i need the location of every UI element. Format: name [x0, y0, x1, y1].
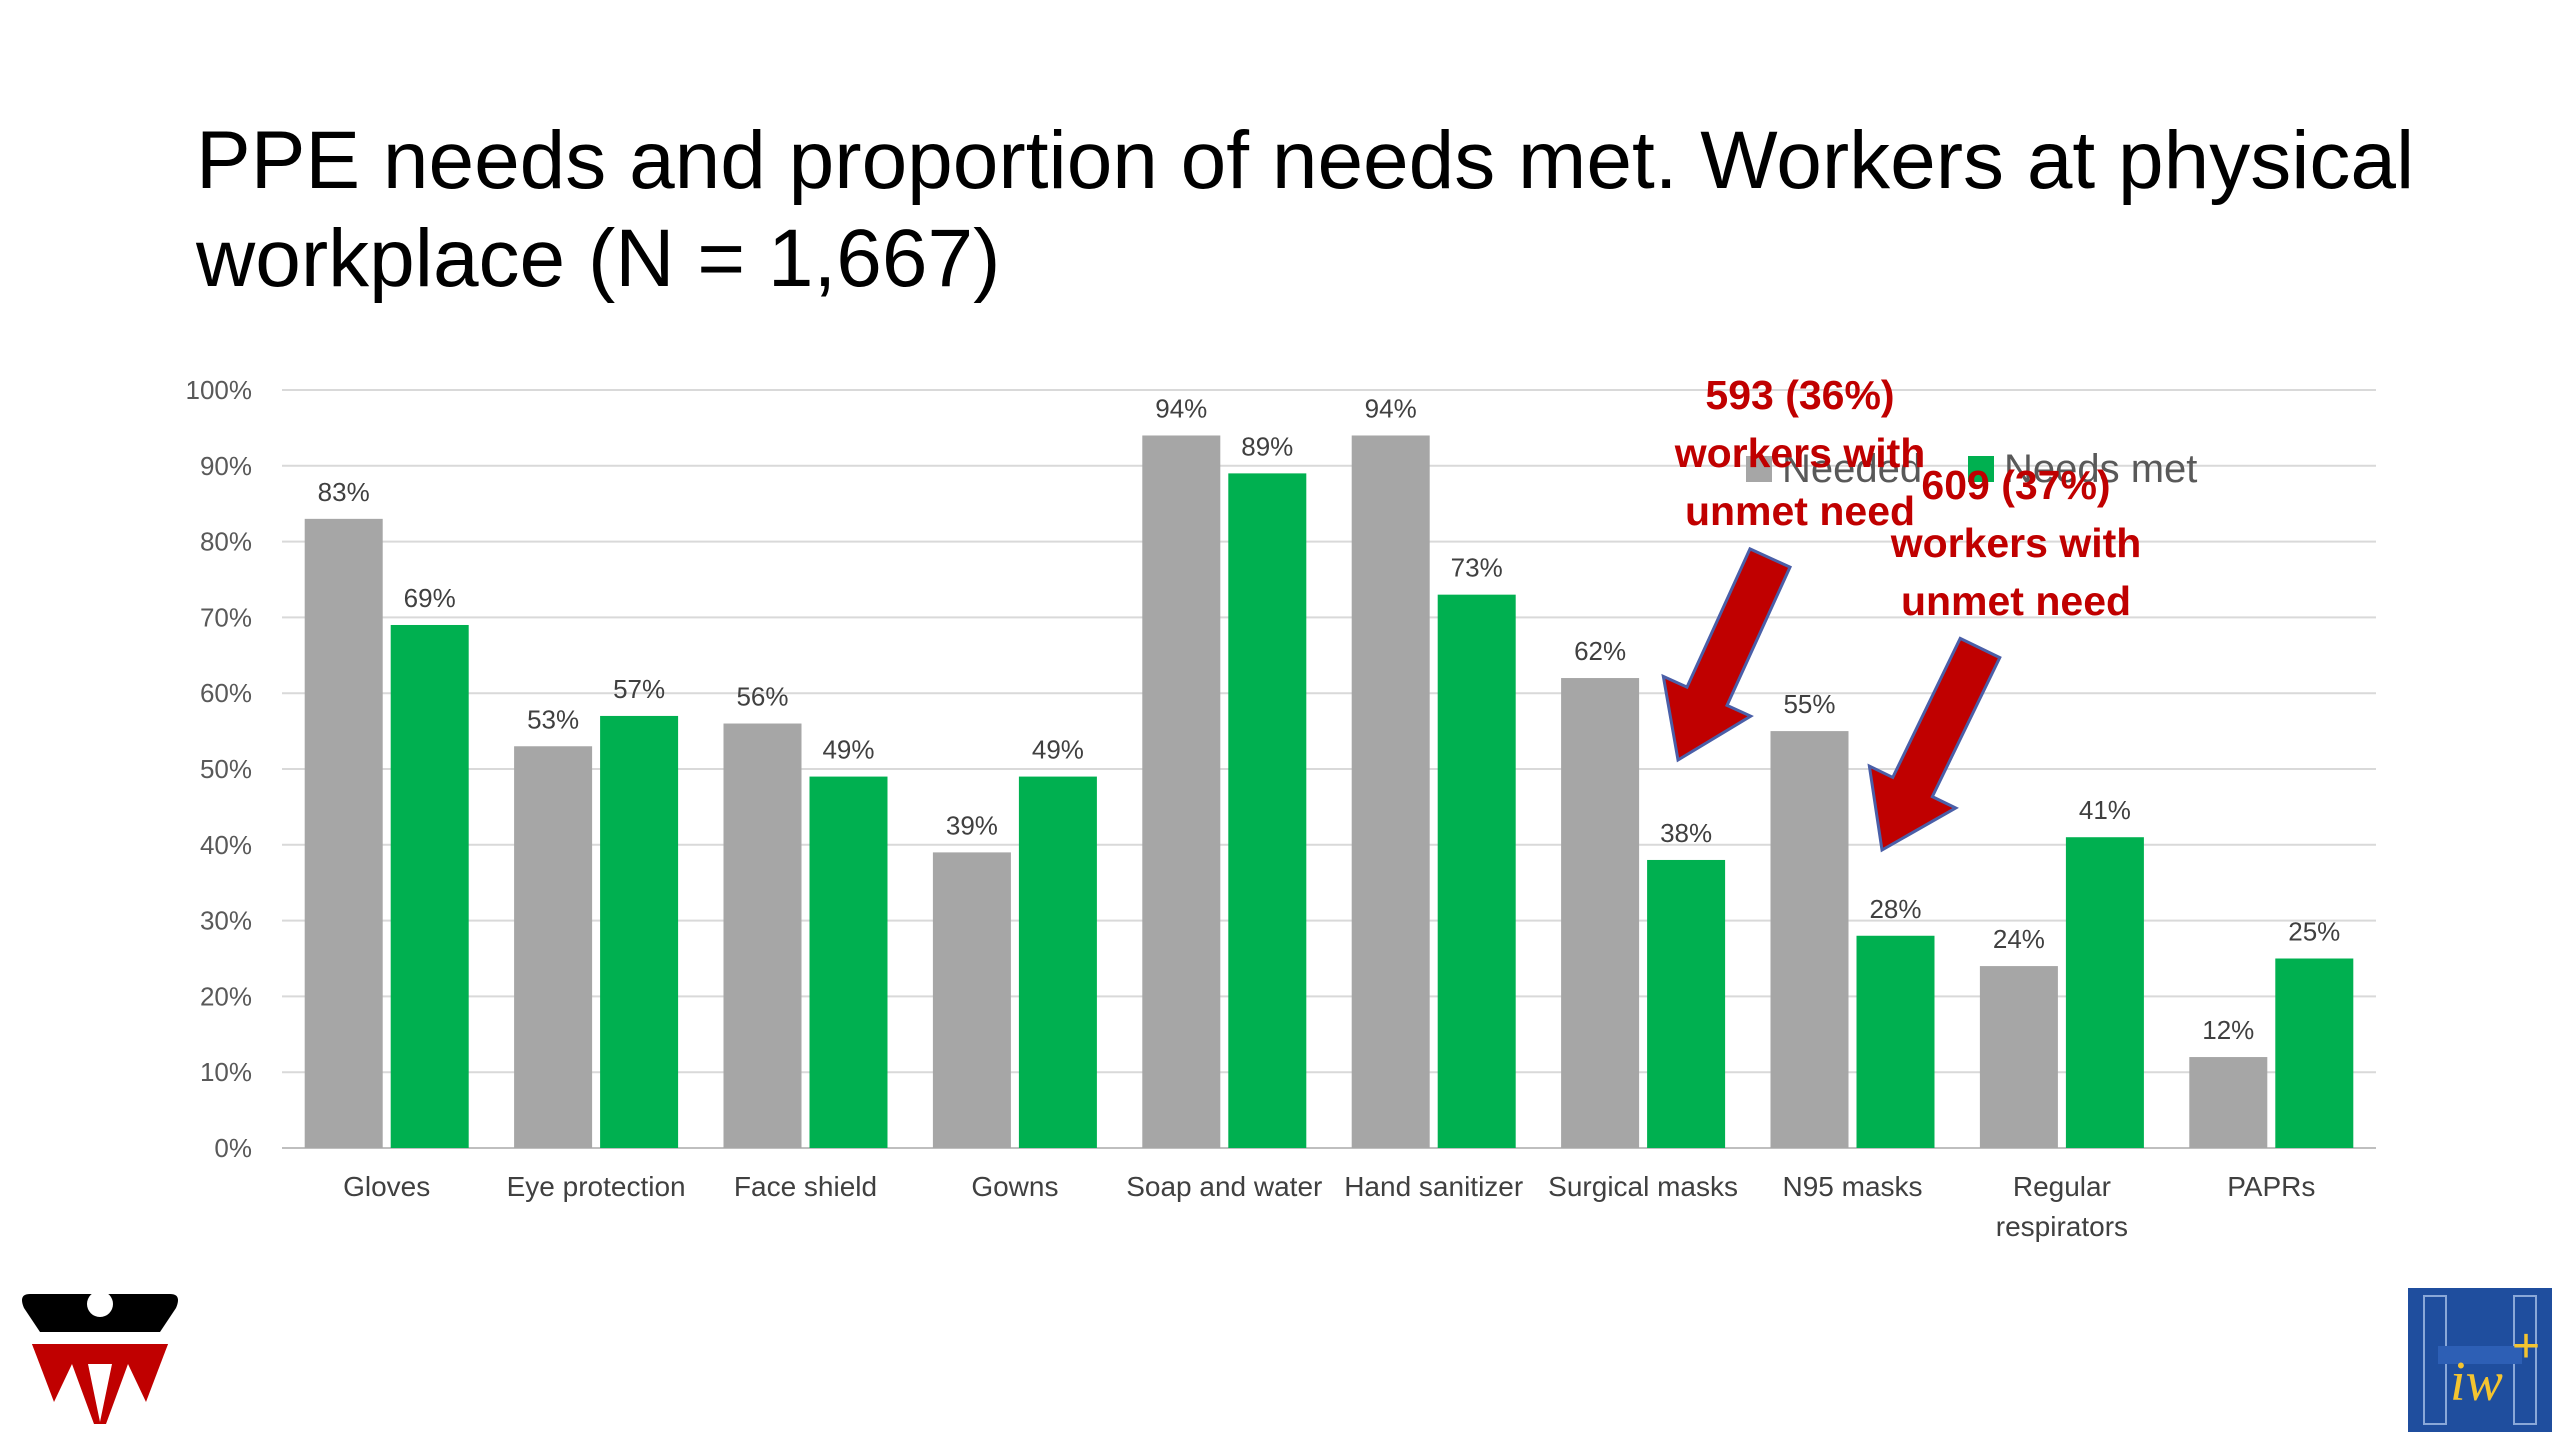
x-tick-label: N95 masks	[1782, 1171, 1922, 1202]
legend-label: Needs met	[2004, 447, 2197, 491]
data-label: 25%	[2288, 917, 2340, 947]
annotation-line: 609 (37%)	[1921, 462, 2111, 508]
data-label: 73%	[1451, 553, 1503, 583]
bar-needs-met	[809, 776, 888, 1148]
x-tick-label: respirators	[1996, 1211, 2128, 1242]
x-tick-label: Soap and water	[1126, 1171, 1322, 1202]
y-tick-label: 80%	[200, 527, 252, 557]
bar-needed	[1561, 678, 1640, 1148]
y-tick-label: 10%	[200, 1057, 252, 1087]
bar-needs-met	[1437, 594, 1516, 1148]
annotation-arrows	[1661, 546, 2002, 853]
bar-needed	[723, 723, 802, 1148]
data-label: 94%	[1155, 393, 1207, 423]
data-label: 83%	[318, 477, 370, 507]
y-tick-label: 40%	[200, 830, 252, 860]
x-tick-label: Eye protection	[507, 1171, 686, 1202]
red-black-shield-logo-icon	[22, 1291, 178, 1424]
annotation-line: unmet need	[1900, 578, 2132, 624]
bar-needed	[1142, 435, 1221, 1149]
y-tick-label: 70%	[200, 602, 252, 632]
y-tick-label: 100%	[186, 375, 253, 405]
svg-text:+: +	[2512, 1320, 2540, 1373]
legend-label: Needed	[1782, 447, 1922, 491]
x-tick-label: Hand sanitizer	[1344, 1171, 1523, 1202]
data-label: 62%	[1574, 636, 1626, 666]
bar-needs-met	[600, 715, 679, 1148]
legend: Needed Needs met	[1746, 447, 2197, 491]
x-tick-label: Gowns	[971, 1171, 1058, 1202]
data-label: 69%	[404, 583, 456, 613]
legend-swatch	[1746, 456, 1772, 482]
bar-needed	[1351, 435, 1430, 1149]
y-tick-label: 50%	[200, 754, 252, 784]
data-label: 49%	[1032, 735, 1084, 765]
data-label: 41%	[2079, 795, 2131, 825]
x-tick-label: Regular	[2013, 1171, 2111, 1202]
bars: 83% 69% 53% 57% 56% 49% 39% 49% 94% 89% 94% 73% 62% 3…	[304, 393, 2354, 1149]
data-label: 56%	[736, 682, 788, 712]
blue-h-iwh-logo-icon: iw +	[2408, 1288, 2552, 1432]
data-label: 12%	[2202, 1015, 2254, 1045]
x-tick-label: Surgical masks	[1548, 1171, 1738, 1202]
y-tick-label: 90%	[200, 451, 252, 481]
y-tick-label: 30%	[200, 906, 252, 936]
bar-needs-met	[1856, 935, 1935, 1148]
bar-needs-met	[2275, 958, 2354, 1148]
data-label: 28%	[1869, 894, 1921, 924]
bar-needed	[1979, 966, 2058, 1148]
data-label: 49%	[822, 735, 874, 765]
data-label: 89%	[1241, 431, 1293, 461]
annotation-text: 609 (37%) workers with unmet need	[1816, 456, 2216, 630]
bar-needs-met	[390, 624, 469, 1148]
bar-chart: 0% 10% 20% 30% 40% 50% 60% 70% 80% 90% 100% 83% 69%…	[186, 375, 2376, 1242]
annotation-arrow	[1661, 546, 1793, 763]
x-tick-label: Gloves	[343, 1171, 430, 1202]
bar-needed	[304, 518, 383, 1148]
bar-needed	[514, 746, 593, 1148]
bar-needs-met	[2065, 837, 2144, 1148]
x-tick-label: Face shield	[734, 1171, 877, 1202]
bar-needs-met	[1228, 473, 1307, 1148]
bar-needed	[932, 852, 1011, 1148]
y-axis-ticks: 0% 10% 20% 30% 40% 50% 60% 70% 80% 90% 100%	[186, 375, 253, 1163]
bar-needs-met	[1647, 859, 1726, 1148]
annotation-line: workers with	[1890, 520, 2142, 566]
data-label: 24%	[1993, 924, 2045, 954]
y-tick-label: 0%	[214, 1133, 252, 1163]
annotation-line: workers with	[1674, 430, 1926, 476]
annotation-text: 593 (36%) workers with unmet need	[1600, 366, 2000, 540]
annotation-arrow	[1867, 636, 2002, 853]
data-label: 57%	[613, 674, 665, 704]
y-tick-label: 20%	[200, 981, 252, 1011]
data-label: 53%	[527, 704, 579, 734]
x-axis-labels: Gloves Eye protection Face shield Gowns Soap…	[343, 1171, 2315, 1242]
x-tick-label: PAPRs	[2227, 1171, 2315, 1202]
bar-needed	[2189, 1057, 2268, 1148]
y-tick-label: 60%	[200, 678, 252, 708]
data-label: 39%	[946, 810, 998, 840]
svg-text:iw: iw	[2450, 1351, 2503, 1413]
legend-swatch	[1968, 456, 1994, 482]
annotation-line: unmet need	[1684, 488, 1916, 534]
data-label: 94%	[1365, 393, 1417, 423]
annotation-line: 593 (36%)	[1705, 372, 1895, 418]
data-label: 55%	[1783, 689, 1835, 719]
bar-needs-met	[1018, 776, 1097, 1148]
slide-title: PPE needs and proportion of needs met. W…	[196, 115, 2415, 304]
data-label: 38%	[1660, 818, 1712, 848]
bar-needed	[1770, 731, 1849, 1148]
